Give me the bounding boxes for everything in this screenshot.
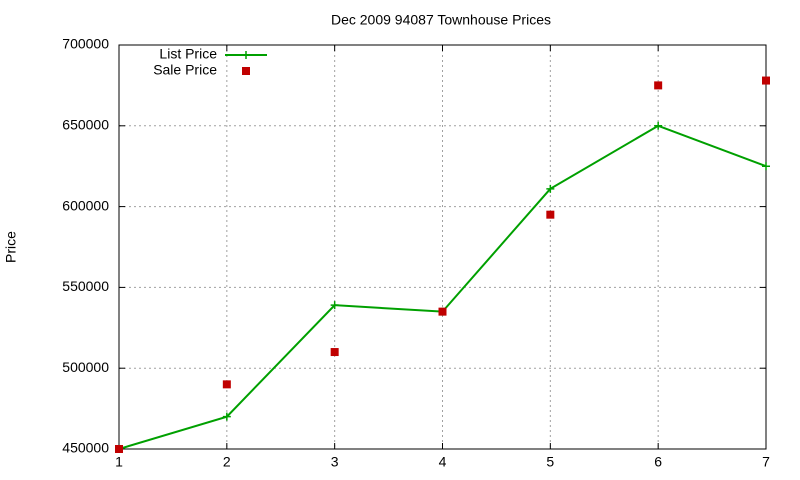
- point: [115, 445, 123, 453]
- legend-marker: [242, 51, 250, 59]
- x-tick-label: 7: [762, 454, 770, 470]
- point: [654, 81, 663, 90]
- x-tick-label: 4: [439, 454, 447, 470]
- point: [222, 380, 231, 389]
- x-tick-label: 5: [546, 454, 554, 470]
- y-tick-label: 450000: [62, 440, 109, 456]
- y-tick-label: 700000: [62, 36, 109, 52]
- legend-label: Sale Price: [153, 62, 217, 78]
- y-axis-label: Price: [3, 231, 19, 263]
- y-tick-label: 600000: [62, 197, 109, 213]
- x-tick-label: 6: [654, 454, 662, 470]
- point: [330, 301, 339, 310]
- chart-title: Dec 2009 94087 Townhouse Prices: [331, 12, 551, 28]
- legend-marker: [242, 67, 250, 75]
- x-tick-label: 2: [223, 454, 231, 470]
- y-tick-label: 550000: [62, 278, 109, 294]
- plot-border: [118, 44, 767, 450]
- point: [438, 307, 447, 316]
- point: [546, 210, 555, 219]
- point: [762, 162, 770, 171]
- point: [546, 184, 555, 193]
- point: [762, 76, 770, 85]
- legend-label: List Price: [159, 46, 217, 62]
- point: [222, 412, 231, 421]
- y-tick-label: 650000: [62, 117, 109, 133]
- x-tick-label: 1: [115, 454, 123, 470]
- x-tick-label: 3: [331, 454, 339, 470]
- y-tick-label: 500000: [62, 359, 109, 375]
- point: [330, 348, 339, 357]
- point: [654, 121, 663, 130]
